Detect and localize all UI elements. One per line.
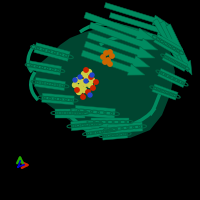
Circle shape: [82, 72, 86, 76]
Polygon shape: [71, 119, 99, 131]
Polygon shape: [160, 21, 188, 72]
Circle shape: [84, 79, 88, 83]
Circle shape: [72, 82, 78, 88]
Circle shape: [103, 60, 107, 64]
Polygon shape: [102, 130, 128, 140]
Circle shape: [94, 80, 98, 84]
Circle shape: [75, 88, 79, 92]
Polygon shape: [87, 32, 155, 58]
Circle shape: [84, 68, 88, 72]
Circle shape: [108, 62, 112, 66]
Polygon shape: [32, 25, 175, 138]
Polygon shape: [35, 77, 65, 91]
Circle shape: [84, 75, 90, 80]
Polygon shape: [28, 61, 62, 75]
Circle shape: [76, 90, 82, 95]
Polygon shape: [91, 117, 129, 127]
Polygon shape: [81, 50, 145, 75]
Circle shape: [76, 77, 80, 82]
Polygon shape: [152, 84, 178, 100]
Circle shape: [73, 78, 77, 82]
Circle shape: [91, 86, 95, 90]
Polygon shape: [86, 126, 114, 138]
Circle shape: [78, 75, 82, 79]
Polygon shape: [84, 41, 150, 67]
Polygon shape: [153, 19, 185, 70]
Polygon shape: [114, 23, 180, 45]
Polygon shape: [104, 3, 170, 25]
Polygon shape: [75, 105, 115, 119]
Circle shape: [86, 70, 92, 74]
Circle shape: [90, 73, 94, 77]
Circle shape: [104, 51, 108, 55]
Polygon shape: [55, 108, 85, 117]
Circle shape: [83, 82, 88, 86]
Circle shape: [81, 95, 85, 99]
Polygon shape: [158, 68, 186, 88]
Polygon shape: [84, 12, 155, 40]
Circle shape: [88, 93, 92, 97]
Circle shape: [106, 58, 110, 62]
Polygon shape: [42, 93, 74, 105]
Polygon shape: [107, 122, 143, 134]
Polygon shape: [109, 13, 175, 35]
Circle shape: [89, 75, 93, 79]
Circle shape: [80, 79, 84, 84]
Circle shape: [88, 82, 92, 88]
Polygon shape: [166, 24, 192, 75]
Circle shape: [101, 55, 105, 59]
Circle shape: [108, 50, 112, 54]
Circle shape: [82, 88, 86, 92]
Polygon shape: [154, 34, 182, 56]
Polygon shape: [34, 43, 70, 61]
Circle shape: [90, 77, 95, 82]
Circle shape: [78, 84, 83, 90]
Polygon shape: [162, 53, 188, 71]
Circle shape: [86, 90, 90, 94]
Polygon shape: [89, 22, 158, 50]
Circle shape: [110, 54, 114, 58]
